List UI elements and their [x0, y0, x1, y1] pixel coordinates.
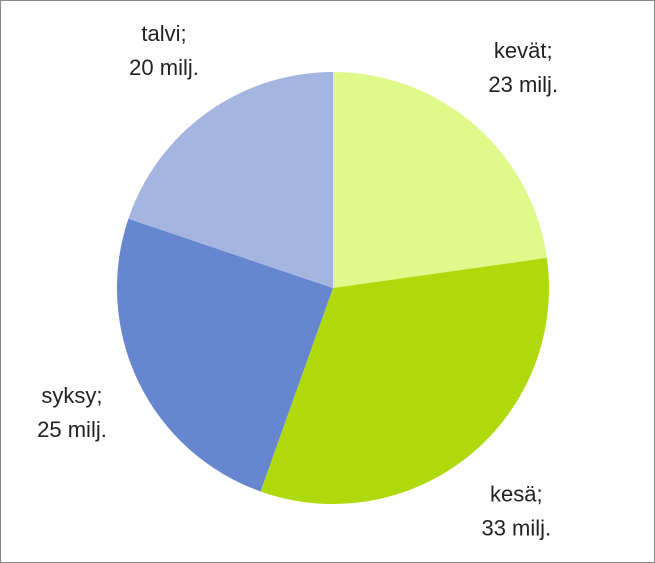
pie-slice: [128, 72, 333, 288]
slice-category-label: talvi;: [141, 21, 186, 46]
slice-value-label: 33 milj.: [481, 516, 551, 541]
pie-slice: [333, 72, 547, 288]
pie-slice: [117, 218, 333, 492]
slice-value-label: 25 milj.: [37, 417, 107, 442]
slice-category-label: kevät;: [494, 38, 553, 63]
pie-slice: [260, 257, 549, 505]
slice-value-label: 23 milj.: [488, 72, 558, 97]
slice-category-label: kesä;: [490, 482, 543, 507]
slice-value-label: 20 milj.: [129, 55, 199, 80]
slice-category-label: syksy;: [41, 383, 102, 408]
